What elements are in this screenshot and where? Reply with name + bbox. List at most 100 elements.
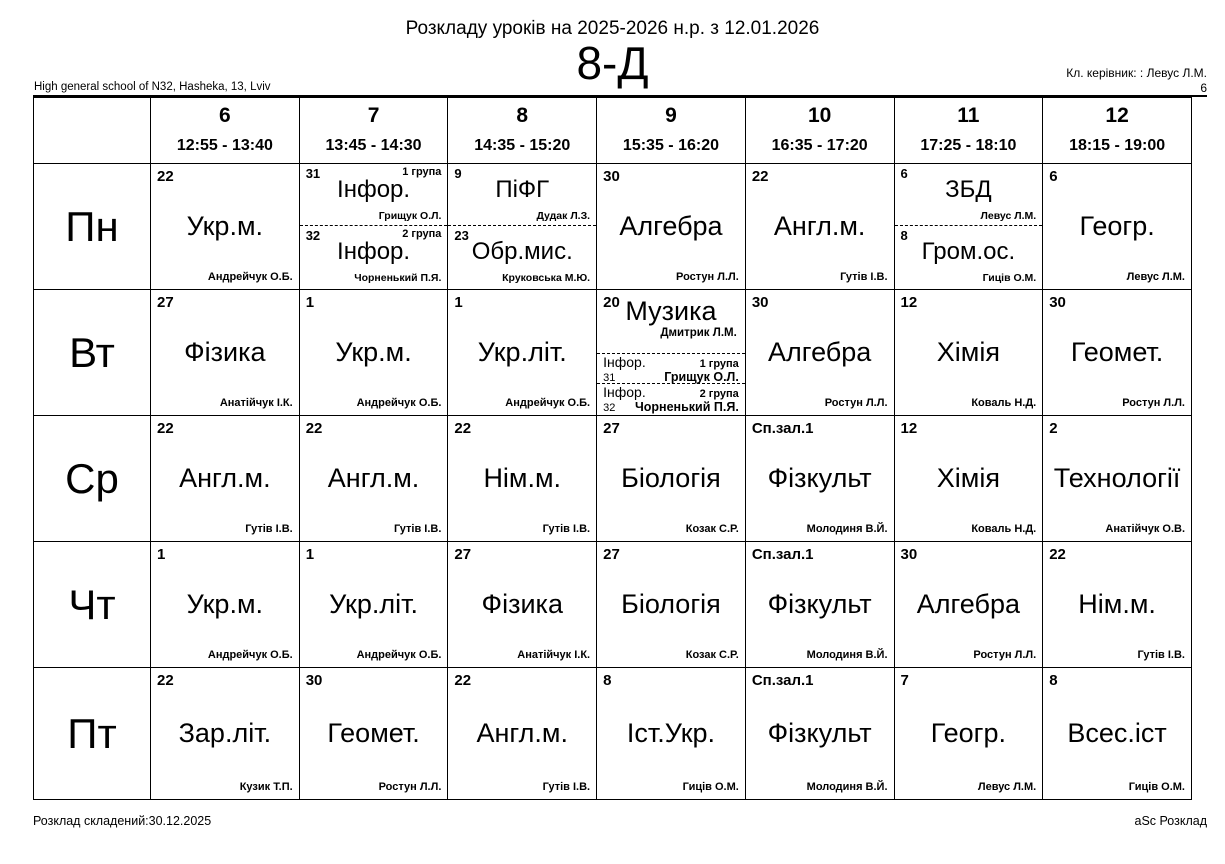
room-number: 7	[900, 672, 909, 689]
period-header-row: 6 12:55 - 13:40 7 13:45 - 14:30 8 14:35 …	[33, 97, 1192, 164]
teacher-name: Гутів І.В.	[840, 271, 888, 283]
subject-name: Геомет.	[1070, 336, 1164, 367]
teacher-name: Андрейчук О.Б.	[356, 397, 442, 409]
subject-name: ПіФГ	[495, 176, 550, 203]
day-label-monday: Пн	[33, 163, 151, 290]
row-monday: Пн 22 Укр.м. Андрейчук О.Б. 31 1 група І…	[33, 163, 1192, 290]
lesson-cell: 22 Зар.літ. Кузик Т.П.	[150, 667, 300, 800]
lesson-cell-combined: 20 Музика Дмитрик Л.М. Інфор. 1 група 31…	[596, 289, 746, 416]
subject-name: Англ.м.	[476, 717, 569, 748]
room-number: 27	[157, 294, 174, 311]
subject-name: Фізика	[184, 336, 266, 367]
room-number: 22	[157, 168, 174, 185]
lesson-cell: 30 Алгебра Ростун Л.Л.	[596, 163, 746, 290]
period-number: 7	[367, 104, 380, 127]
teacher-name: Гутів І.В.	[542, 523, 591, 535]
room-number: 22	[454, 420, 472, 437]
subject-name: Хімія	[936, 462, 1000, 493]
teacher-name: Анатійчук І.К.	[219, 397, 293, 409]
lesson-cell: 22 Англ.м. Гутів І.В.	[150, 415, 300, 542]
room-number: 1	[305, 546, 315, 563]
period-header-9: 9 15:35 - 16:20	[596, 97, 746, 164]
lesson-cell: 7 Геогр. Левус Л.М.	[893, 667, 1044, 800]
room-number: Сп.зал.1	[751, 546, 814, 563]
room-number: 22	[454, 672, 472, 689]
subject-name: Алгебра	[768, 336, 872, 367]
period-time: 18:15 - 19:00	[1069, 137, 1166, 154]
period-header-7: 7 13:45 - 14:30	[298, 97, 449, 164]
teacher-name: Дмитрик Л.М.	[660, 327, 737, 339]
lesson-cell: 27 Біологія Козак С.Р.	[596, 541, 746, 668]
period-header-10: 10 16:35 - 17:20	[744, 97, 895, 164]
subject-name: Алгебра	[916, 588, 1020, 619]
lesson-cell: 6 Геогр. Левус Л.М.	[1042, 163, 1192, 290]
subject-name: Інфор.	[603, 384, 646, 400]
lesson-cell-split: 31 1 група Інфор. Грищук О.Л. 32 2 група…	[298, 163, 449, 290]
subject-name: Фізика	[481, 588, 563, 619]
teacher-name: Круковська М.Ю.	[502, 272, 591, 284]
row-friday: Пт 22 Зар.літ. Кузик Т.П. 30 Геомет. Рос…	[33, 667, 1192, 800]
period-number: 8	[516, 104, 529, 127]
teacher-name: Гиців О.М.	[982, 272, 1037, 284]
row-thursday: Чт 1 Укр.м. Андрейчук О.Б. 1 Укр.літ. Ан…	[33, 541, 1192, 668]
teacher-name: Левус Л.М.	[980, 210, 1037, 222]
room-number: 22	[305, 420, 323, 437]
class-teacher-label: Кл. керівник: : Левус Л.М.	[1066, 66, 1207, 80]
teacher-name: Коваль Н.Д.	[971, 523, 1037, 535]
teacher-name: Левус Л.М.	[977, 781, 1037, 793]
room-number: 6	[1049, 168, 1058, 185]
day-label-tuesday: Вт	[33, 289, 151, 416]
subject-name: Укр.м.	[186, 210, 264, 241]
lesson-part: 6 ЗБД Левус Л.М.	[895, 164, 1043, 225]
teacher-name: Анатійчук О.В.	[1105, 523, 1185, 535]
room-number: 1	[157, 546, 166, 563]
row-wednesday: Ср 22 Англ.м. Гутів І.В. 22 Англ.м. Гуті…	[33, 415, 1192, 542]
period-number: 9	[665, 104, 677, 127]
room-number: 31	[603, 372, 616, 384]
lesson-cell: 27 Фізика Анатійчук І.К.	[447, 541, 598, 668]
lesson-part-group1: 31 1 група Інфор. Грищук О.Л.	[300, 164, 448, 225]
subject-name: Музика	[625, 296, 717, 326]
period-time: 17:25 - 18:10	[920, 137, 1017, 154]
lesson-cell-split: 6 ЗБД Левус Л.М. 8 Гром.ос. Гиців О.М.	[893, 163, 1044, 290]
subject-name: Біологія	[621, 462, 721, 493]
subject-name: Зар.літ.	[178, 717, 272, 748]
room-number: 8	[1049, 672, 1058, 689]
subject-name: Фізкульт	[767, 462, 872, 493]
subject-name: Нім.м.	[1078, 588, 1156, 619]
lesson-cell: 2 Технології Анатійчук О.В.	[1042, 415, 1192, 542]
teacher-name: Гиців О.М.	[682, 781, 739, 793]
period-time: 14:35 - 15:20	[474, 137, 571, 154]
period-number: 12	[1105, 104, 1129, 127]
teacher-name: Андрейчук О.Б.	[505, 397, 591, 409]
group-label: 1 група	[402, 166, 442, 178]
school-name: High general school of N32, Hasheka, 13,…	[34, 81, 271, 93]
teacher-name: Гутів І.В.	[1137, 649, 1185, 661]
corner-cell	[33, 97, 151, 164]
lesson-group2: Інфор. 2 група 32 Чорненький П.Я.	[597, 383, 745, 414]
period-header-12: 12 18:15 - 19:00	[1042, 97, 1192, 164]
subject-name: ЗБД	[945, 176, 992, 203]
lesson-cell: 22 Укр.м. Андрейчук О.Б.	[150, 163, 300, 290]
subject-name: Геогр.	[930, 717, 1006, 748]
teacher-name: Козак С.Р.	[685, 649, 739, 661]
group-label: 2 група	[402, 228, 442, 240]
lesson-cell: 8 Всес.іст Гиців О.М.	[1042, 667, 1192, 800]
subject-name: Укр.м.	[186, 588, 264, 619]
teacher-name: Молодиня В.Й.	[806, 523, 888, 535]
room-number: Сп.зал.1	[751, 420, 814, 437]
lesson-cell: 1 Укр.літ. Андрейчук О.Б.	[447, 289, 598, 416]
period-time: 15:35 - 16:20	[622, 137, 719, 154]
lesson-cell: 12 Хімія Коваль Н.Д.	[893, 415, 1044, 542]
lesson-cell: 22 Англ.м. Гутів І.В.	[744, 163, 895, 290]
room-number: 30	[900, 546, 918, 563]
subject-name: Фізкульт	[767, 588, 872, 619]
subject-name: Нім.м.	[483, 462, 562, 493]
teacher-name: Грищук О.Л.	[664, 370, 739, 384]
room-number: 27	[603, 420, 620, 437]
room-number: 2	[1049, 420, 1058, 437]
teacher-name: Ростун Л.Л.	[378, 781, 442, 793]
group-label: 1 група	[699, 358, 739, 370]
room-number: 27	[603, 546, 620, 563]
